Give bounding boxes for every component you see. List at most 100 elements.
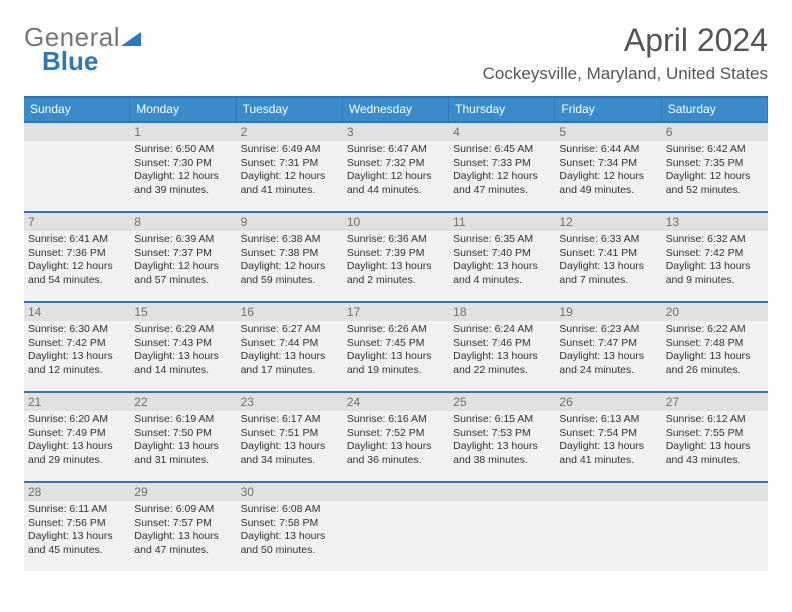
calendar-cell: 23Sunrise: 6:17 AMSunset: 7:51 PMDayligh… <box>237 391 343 481</box>
daylight-line: Daylight: 13 hours and 12 minutes. <box>28 350 113 376</box>
sunrise-line: Sunrise: 6:08 AM <box>241 503 321 515</box>
day-detail: Sunrise: 6:15 AMSunset: 7:53 PMDaylight:… <box>449 411 555 470</box>
daylight-line: Daylight: 13 hours and 47 minutes. <box>134 530 219 556</box>
day-header: Monday <box>130 98 236 121</box>
sunset-line: Sunset: 7:58 PM <box>241 517 319 529</box>
day-detail: Sunrise: 6:47 AMSunset: 7:32 PMDaylight:… <box>343 141 449 200</box>
sunrise-line: Sunrise: 6:24 AM <box>453 323 533 335</box>
day-detail: Sunrise: 6:09 AM Sunset: 7:57 PMDaylight:… <box>130 501 236 560</box>
sunrise-line: Sunrise: 6:38 AM <box>241 233 321 245</box>
sunset-line: Sunset: 7:53 PM <box>453 427 531 439</box>
sunset-line: Sunset: 7:52 PM <box>347 427 425 439</box>
sunset-line: Sunset: 7:44 PM <box>241 337 319 349</box>
sunset-line: Sunset: 7:57 PM <box>134 517 212 529</box>
daylight-line: Daylight: 13 hours and 34 minutes. <box>241 440 326 466</box>
day-number: 28 <box>24 483 130 501</box>
logo-sail-icon <box>121 32 141 46</box>
day-header: Wednesday <box>343 98 449 121</box>
day-header: Friday <box>555 98 661 121</box>
day-detail: Sunrise: 6:23 AMSunset: 7:47 PMDaylight:… <box>555 321 661 380</box>
sunrise-line: Sunrise: 6:50 AM <box>134 143 214 155</box>
calendar-cell: 9Sunrise: 6:38 AMSunset: 7:38 PMDaylight… <box>237 211 343 301</box>
daylight-line: Daylight: 13 hours and 19 minutes. <box>347 350 432 376</box>
sunrise-line: Sunrise: 6:42 AM <box>666 143 746 155</box>
calendar-cell: 11 Sunrise: 6:35 AM Sunset: 7:40 PMDayligh… <box>449 211 555 301</box>
day-detail: Sunrise: 6:29 AMSunset: 7:43 PMDaylight:… <box>130 321 236 380</box>
day-detail: Sunrise: 6:17 AMSunset: 7:51 PMDaylight:… <box>237 411 343 470</box>
daylight-line: Daylight: 12 hours and 52 minutes. <box>666 170 751 196</box>
day-detail: Sunrise: 6:41 AMSunset: 7:36 PMDaylight:… <box>24 231 130 290</box>
sunset-line: Sunset: 7:46 PM <box>453 337 531 349</box>
calendar-cell: 18Sunrise: 6:24 AMSunset: 7:46 PMDayligh… <box>449 301 555 391</box>
day-number: 3 <box>343 123 449 141</box>
calendar-cell-empty <box>24 121 130 211</box>
day-number: 6 <box>662 123 768 141</box>
sunrise-line: Sunrise: 6:33 AM <box>559 233 639 245</box>
calendar-cell: 15Sunrise: 6:29 AMSunset: 7:43 PMDayligh… <box>130 301 236 391</box>
day-number: 16 <box>237 303 343 321</box>
daylight-line: Daylight: 12 hours and 59 minutes. <box>241 260 326 286</box>
day-number: 15 <box>130 303 236 321</box>
sunrise-line: Sunrise: 6:39 AM <box>134 233 214 245</box>
sunset-line: Sunset: 7:40 PM <box>453 247 531 259</box>
daylight-line: Daylight: 13 hours and 24 minutes. <box>559 350 644 376</box>
sunset-line: Sunset: 7:37 PM <box>134 247 212 259</box>
day-detail: Sunrise: 6:38 AMSunset: 7:38 PMDaylight:… <box>237 231 343 290</box>
daylight-line: Daylight: 12 hours and 57 minutes. <box>134 260 219 286</box>
day-detail: Sunrise: 6:45 AMSunset: 7:33 PMDaylight:… <box>449 141 555 200</box>
daylight-line: Daylight: 13 hours and 17 minutes. <box>241 350 326 376</box>
calendar-cell: 28Sunrise: 6:11 AMSunset: 7:56 PMDayligh… <box>24 481 130 571</box>
sunset-line: Sunset: 7:33 PM <box>453 157 531 169</box>
day-number: 11 <box>449 213 555 231</box>
sunrise-line: Sunrise: 6:19 AM <box>134 413 214 425</box>
calendar-cell: 21Sunrise: 6:20 AMSunset: 7:49 PMDayligh… <box>24 391 130 481</box>
sunrise-line: Sunrise: 6:27 AM <box>241 323 321 335</box>
sunrise-line: Sunrise: 6:15 AM <box>453 413 533 425</box>
day-number: 30 <box>237 483 343 501</box>
sunset-line: Sunset: 7:31 PM <box>241 157 319 169</box>
day-number: 10 <box>343 213 449 231</box>
sunset-line: Sunset: 7:56 PM <box>28 517 106 529</box>
calendar-cell: 10Sunrise: 6:36 AMSunset: 7:39 PMDayligh… <box>343 211 449 301</box>
calendar-cell: 29Sunrise: 6:09 AMSunset: 7:57 PMDayligh… <box>130 481 236 571</box>
day-detail: Sunrise: 6:35 AM Sunset: 7:40 PMDaylight:… <box>449 231 555 290</box>
daylight-line: Daylight: 13 hours and 4 minutes. <box>453 260 538 286</box>
daylight-line: Daylight: 13 hours and 9 minutes. <box>666 260 751 286</box>
logo-text-blue: Blue <box>42 46 98 77</box>
sunrise-line: Sunrise: 6:32 AM <box>666 233 746 245</box>
sunrise-line: Sunrise: 6:36 AM <box>347 233 427 245</box>
day-detail: Sunrise: 6:49 AMSunset: 7:31 PMDaylight:… <box>237 141 343 200</box>
daylight-line: Daylight: 13 hours and 14 minutes. <box>134 350 219 376</box>
sunset-line: Sunset: 7:36 PM <box>28 247 106 259</box>
day-detail: Sunrise: 6:12 AMSunset: 7:55 PMDaylight:… <box>662 411 768 470</box>
sunrise-line: Sunrise: 6:35 AM <box>453 233 533 245</box>
calendar-cell: 16 Sunrise: 6:27 AM Sunset: 7:44 PMDayligh… <box>237 301 343 391</box>
daylight-line: Daylight: 13 hours and 50 minutes. <box>241 530 326 556</box>
sunset-line: Sunset: 7:43 PM <box>134 337 212 349</box>
calendar-grid: SundayMondayTuesdayWednesdayThursdayFrid… <box>24 96 768 571</box>
day-detail: Sunrise: 6:20 AMSunset: 7:49 PMDaylight:… <box>24 411 130 470</box>
calendar-cell: 1Sunrise: 6:50 AMSunset: 7:30 PMDaylight… <box>130 121 236 211</box>
day-detail: Sunrise: 6:36 AMSunset: 7:39 PMDaylight:… <box>343 231 449 290</box>
calendar-cell: 3Sunrise: 6:47 AMSunset: 7:32 PMDaylight… <box>343 121 449 211</box>
sunset-line: Sunset: 7:48 PM <box>666 337 744 349</box>
daylight-line: Daylight: 12 hours and 47 minutes. <box>453 170 538 196</box>
daylight-line: Daylight: 13 hours and 22 minutes. <box>453 350 538 376</box>
calendar-cell: 12Sunrise: 6:33 AMSunset: 7:41 PMDayligh… <box>555 211 661 301</box>
day-number: 26 <box>555 393 661 411</box>
calendar-cell-empty <box>662 481 768 571</box>
sunrise-line: Sunrise: 6:09 AM <box>134 503 214 515</box>
day-detail: Sunrise: 6:27 AM Sunset: 7:44 PMDaylight:… <box>237 321 343 380</box>
day-detail: Sunrise: 6:22 AMSunset: 7:48 PMDaylight:… <box>662 321 768 380</box>
day-detail: Sunrise: 6:08 AM Sunset: 7:58 PMDaylight:… <box>237 501 343 560</box>
daylight-line: Daylight: 12 hours and 49 minutes. <box>559 170 644 196</box>
day-number: 21 <box>24 393 130 411</box>
sunset-line: Sunset: 7:34 PM <box>559 157 637 169</box>
calendar-cell: 7Sunrise: 6:41 AMSunset: 7:36 PMDaylight… <box>24 211 130 301</box>
calendar-cell: 19Sunrise: 6:23 AMSunset: 7:47 PMDayligh… <box>555 301 661 391</box>
daylight-line: Daylight: 12 hours and 44 minutes. <box>347 170 432 196</box>
day-header: Sunday <box>24 98 130 121</box>
day-detail: Sunrise: 6:32 AMSunset: 7:42 PMDaylight:… <box>662 231 768 290</box>
page-title: April 2024 <box>624 22 768 59</box>
day-detail: Sunrise: 6:42 AMSunset: 7:35 PMDaylight:… <box>662 141 768 200</box>
